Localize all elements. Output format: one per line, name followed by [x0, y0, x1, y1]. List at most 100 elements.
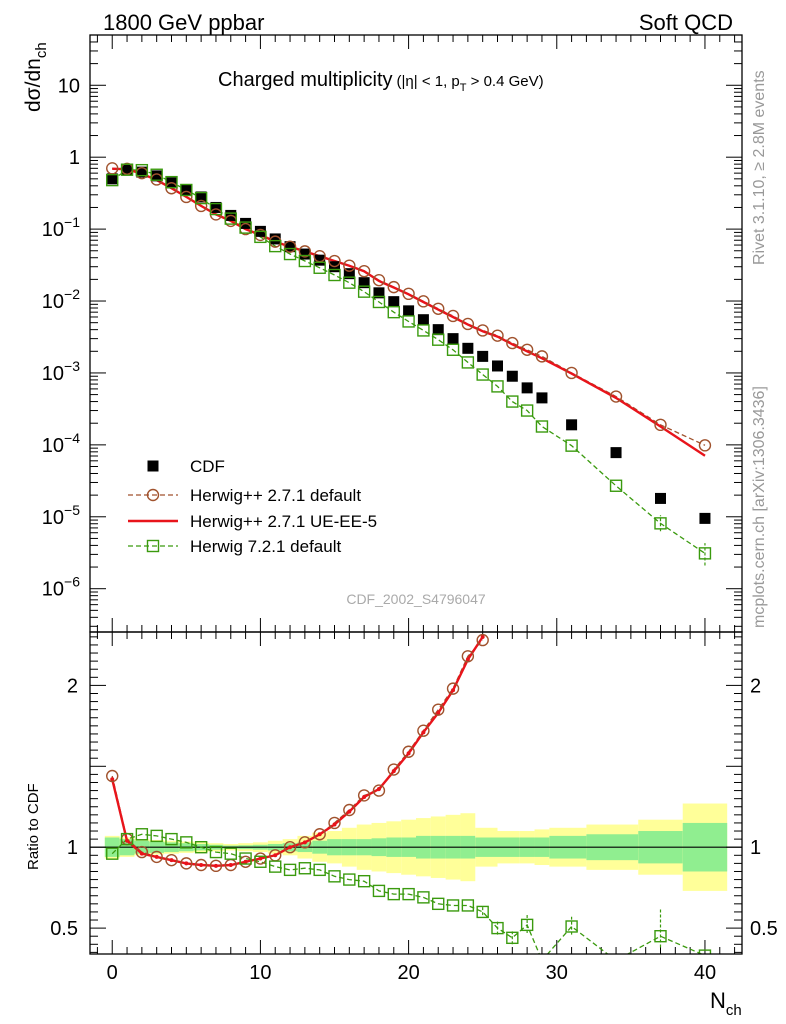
marker-square [269, 239, 282, 253]
line-herwig-ueee5 [112, 167, 706, 457]
marker-square [224, 212, 237, 225]
marker-square [611, 955, 622, 966]
marker-square [417, 891, 430, 904]
y-tick-label: 10−4 [42, 430, 80, 457]
marker-square [461, 356, 475, 369]
marker-square [535, 420, 549, 433]
marker-square [343, 276, 356, 289]
ratio-dot-ueee5 [465, 657, 470, 662]
marker-circle [461, 317, 475, 331]
header-left: 1800 GeV ppbar [103, 10, 264, 35]
ratio-dot-ueee5 [436, 710, 441, 715]
marker-circle [417, 724, 430, 737]
marker-square [476, 905, 489, 919]
marker-circle [446, 309, 460, 323]
marker-circle [387, 280, 400, 294]
marker-square [150, 168, 163, 181]
marker-data [358, 277, 370, 289]
marker-square [387, 305, 400, 319]
marker-circle [476, 324, 489, 337]
ratio-y-tick-label-right: 1 [750, 837, 761, 859]
marker-data [492, 360, 503, 372]
marker-square [150, 829, 163, 843]
marker-circle [343, 259, 356, 272]
marker-data [536, 392, 548, 404]
ratio-y-axis-label: Ratio to CDF [25, 783, 42, 870]
marker-data [699, 512, 711, 524]
marker-square [446, 343, 460, 356]
marker-square [372, 295, 386, 309]
ratio-dot-ueee5 [406, 751, 411, 756]
marker-circle [476, 633, 489, 647]
marker-square [446, 899, 460, 912]
marker-data [655, 492, 666, 504]
ratio-y-tick-label: 1 [67, 837, 78, 859]
marker-data [388, 296, 400, 308]
marker-data [610, 447, 622, 459]
marker-circle [328, 254, 341, 268]
marker-square [209, 845, 223, 859]
marker-square [417, 324, 430, 337]
marker-data [147, 460, 159, 472]
ratio-dot-ueee5 [451, 688, 456, 693]
marker-square [313, 863, 326, 877]
marker-square [298, 254, 312, 268]
marker-circle [654, 418, 667, 432]
marker-circle [180, 190, 193, 204]
ratio-dot-ueee5 [347, 809, 352, 814]
ratio-dot-ueee5 [213, 863, 218, 868]
marker-square [106, 847, 119, 860]
marker-data [151, 170, 163, 182]
marker-circle [609, 390, 623, 403]
marker-circle [535, 350, 549, 363]
ratio-y-tick-label-right: 2 [750, 675, 761, 697]
ratio-dot-ueee5 [154, 854, 159, 859]
analysis-id: CDF_2002_S4796047 [346, 591, 486, 607]
marker-square [357, 285, 371, 298]
marker-square [120, 163, 134, 176]
marker-square [461, 899, 475, 912]
ratio-dot-ueee5 [391, 769, 396, 774]
marker-square [357, 874, 371, 888]
marker-data [106, 173, 118, 185]
main-frame [89, 34, 743, 633]
main-series [106, 162, 712, 566]
marker-data [314, 254, 326, 266]
ratio-dot-ueee5 [317, 832, 322, 837]
marker-square [698, 949, 712, 954]
marker-circle [106, 162, 119, 175]
ratio-frame [89, 631, 743, 955]
marker-square [476, 368, 489, 381]
ratio-dot-ueee5 [110, 777, 115, 782]
marker-circle [106, 769, 119, 783]
y-tick-label: 10−1 [42, 214, 80, 241]
marker-circle [387, 763, 400, 776]
marker-data [462, 342, 474, 354]
marker-circle [491, 329, 504, 342]
ratio-dot-ueee5 [302, 840, 307, 845]
y-tick-label: 10−6 [42, 574, 80, 601]
ratio-dot-ueee5 [125, 838, 130, 843]
marker-square [432, 333, 445, 346]
header-right: Soft QCD [639, 10, 733, 35]
main-panel: 10 1 10−1 10−2 10−3 10−4 10−5 10−6 [42, 34, 743, 954]
marker-square [298, 862, 312, 875]
x-tick-label: 20 [397, 962, 419, 984]
ratio-dot-ueee5 [288, 845, 293, 850]
ratio-panel: 0 10 20 30 40 0.5 0.5 1 1 2 2 [50, 631, 778, 984]
marker-square [106, 173, 119, 187]
marker-data [136, 166, 148, 178]
marker-square [146, 539, 160, 553]
ratio-series [106, 633, 712, 966]
marker-square [180, 836, 193, 849]
marker-square [254, 230, 267, 244]
marker-square [372, 884, 386, 898]
marker-circle [298, 836, 312, 849]
marker-data [417, 314, 429, 326]
marker-circle [180, 857, 193, 870]
x-tick-label: 0 [107, 962, 118, 984]
marker-square [520, 404, 534, 417]
ratio-dot-ueee5 [376, 786, 381, 791]
marker-circle [165, 853, 178, 867]
